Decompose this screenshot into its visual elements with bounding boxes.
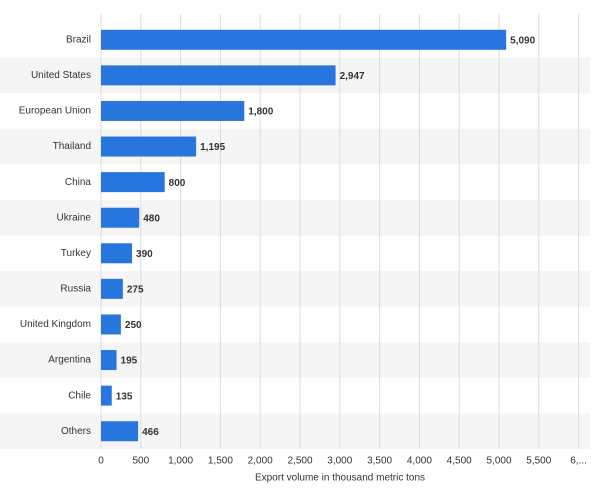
value-label: 466	[142, 427, 159, 438]
bar	[101, 278, 123, 299]
bar	[101, 136, 197, 157]
x-axis-label: Export volume in thousand metric tons	[255, 473, 425, 484]
x-tick-label: 3,500	[367, 456, 392, 467]
x-tick-label: 3,000	[327, 456, 352, 467]
y-tick-label: Others	[61, 426, 91, 437]
bar	[101, 243, 133, 264]
y-tick-label: United Kingdom	[20, 319, 91, 330]
value-label: 480	[143, 213, 160, 224]
y-tick-label: Russia	[60, 284, 91, 295]
value-label: 275	[127, 285, 144, 296]
y-tick-label: China	[65, 177, 92, 188]
value-label: 1,195	[200, 142, 225, 153]
row-stripe	[0, 199, 590, 236]
x-tick-label: 2,000	[248, 456, 273, 467]
value-label: 2,947	[340, 71, 365, 82]
x-tick-label: 1,500	[208, 456, 233, 467]
row-stripe	[0, 413, 590, 449]
bar	[101, 350, 117, 371]
value-label: 195	[121, 356, 138, 367]
x-tick-label: 6,...	[570, 456, 587, 467]
y-tick-label: Brazil	[66, 34, 91, 45]
value-label: 135	[116, 391, 133, 402]
y-tick-label: United States	[31, 70, 91, 81]
x-tick-label: 0	[98, 456, 104, 467]
y-tick-label: Thailand	[53, 141, 91, 152]
bar	[101, 100, 245, 121]
row-stripe	[0, 342, 590, 378]
y-tick-label: Ukraine	[57, 212, 92, 223]
bar	[101, 65, 336, 86]
row-stripe	[0, 128, 590, 165]
bar	[101, 314, 121, 335]
x-tick-label: 4,000	[407, 456, 432, 467]
x-tick-label: 5,500	[526, 456, 551, 467]
y-tick-label: Argentina	[48, 355, 91, 366]
bar	[101, 207, 140, 228]
y-tick-label: European Union	[19, 106, 91, 117]
value-label: 800	[169, 178, 186, 189]
bar	[101, 172, 165, 193]
bar	[101, 421, 139, 442]
y-tick-label: Chile	[68, 390, 91, 401]
background	[0, 57, 590, 449]
bar	[101, 385, 112, 406]
x-tick-label: 1,000	[168, 456, 193, 467]
x-tick-label: 500	[132, 456, 149, 467]
value-label: 1,800	[248, 107, 273, 118]
x-tick-label: 2,500	[287, 456, 312, 467]
value-label: 5,090	[510, 35, 535, 46]
value-label: 390	[136, 249, 153, 260]
value-label: 250	[125, 320, 142, 331]
bar	[101, 29, 507, 50]
x-tick-label: 4,500	[447, 456, 472, 467]
x-tick-label: 5,000	[486, 456, 511, 467]
row-stripe	[0, 271, 590, 307]
y-tick-label: Turkey	[61, 248, 91, 259]
